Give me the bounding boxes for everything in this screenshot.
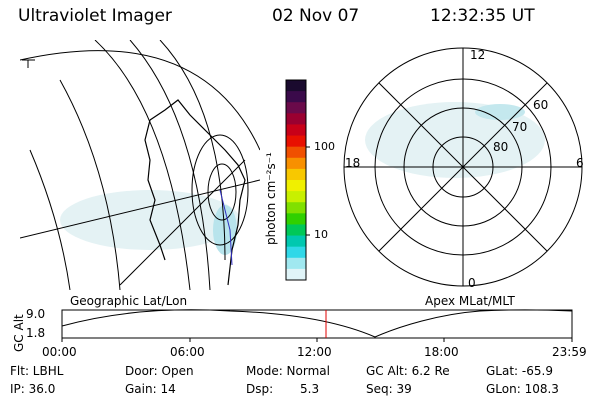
lat-line — [129, 40, 211, 290]
lat-line — [159, 40, 226, 261]
lat-line — [59, 79, 121, 290]
colorbar-segment — [286, 102, 306, 114]
lon-line — [20, 179, 260, 239]
colorbar-segment — [286, 246, 306, 259]
colorbar-segment — [286, 224, 306, 237]
polar-axis — [378, 82, 548, 252]
geo-panel-label: Geographic Lat/Lon — [70, 294, 188, 308]
corner-mark — [22, 59, 35, 68]
lat-circle — [191, 134, 249, 246]
colorbar-segment — [286, 113, 306, 125]
gc-alt-tick-min: 1.8 — [26, 326, 46, 340]
colorbar — [286, 80, 306, 281]
seq-info: Seq: 39 — [366, 382, 412, 396]
colorbar-segment — [286, 135, 306, 148]
filter-info: Flt: LBHL — [10, 364, 64, 378]
glon-info: GLon: 108.3 — [486, 382, 559, 396]
mlt-label-6: 6 — [576, 156, 584, 170]
colorbar-segment — [286, 257, 306, 270]
door-info: Door: Open — [125, 364, 194, 378]
colorbar-segment — [286, 180, 306, 192]
mlat-label-60: 60 — [533, 98, 549, 112]
dsp-value: 5.3 — [300, 382, 320, 396]
colorbar-tick-10: 10 — [314, 228, 328, 241]
colorbar-segment — [286, 213, 306, 225]
colorbar-segment — [286, 268, 306, 281]
instrument-title: Ultraviolet Imager — [18, 6, 172, 26]
colorbar-segment — [286, 80, 306, 92]
mlat-label-70: 70 — [512, 120, 528, 134]
lat-line — [20, 50, 260, 151]
colorbar-segment — [286, 146, 306, 159]
time-tick-0600: 06:00 — [170, 345, 205, 359]
colorbar-segment — [286, 124, 306, 137]
colorbar-segment — [286, 202, 306, 214]
lat-circle — [207, 163, 237, 221]
gain-info: Gain: 14 — [125, 382, 176, 396]
time-label: 12:32:35 UT — [430, 6, 535, 26]
glat-info: GLat: -65.9 — [486, 364, 553, 378]
ground-track — [219, 189, 233, 266]
ip-info: IP: 36.0 — [10, 382, 56, 396]
mode-info: Mode: Normal — [246, 364, 330, 378]
coastline — [144, 99, 246, 286]
time-tick-2359: 23:59 — [552, 345, 587, 359]
lon-line — [119, 159, 246, 286]
colorbar-unit-label: photon cm⁻²s⁻¹ — [264, 152, 278, 245]
mlat-label-80: 80 — [493, 140, 509, 154]
dsp-label: Dsp: — [246, 382, 274, 396]
lat-line — [94, 40, 191, 290]
polar-emission-bright — [475, 104, 525, 120]
mlt-label-0: 0 — [468, 276, 476, 290]
time-tick-1800: 18:00 — [424, 345, 459, 359]
gc-alt-tick-max: 9.0 — [26, 307, 46, 321]
mlt-label-18: 18 — [345, 156, 361, 170]
gc-alt-info: GC Alt: 6.2 Re — [366, 364, 450, 378]
time-tick-0000: 00:00 — [42, 345, 77, 359]
gc-alt-axis-label: GC Alt — [12, 314, 26, 352]
colorbar-segment — [286, 91, 306, 103]
timeline-plot — [61, 309, 573, 342]
lat-line — [29, 149, 71, 290]
polar-panel-label: Apex MLat/MLT — [425, 294, 515, 308]
colorbar-segment — [286, 235, 306, 248]
mlt-label-12: 12 — [470, 48, 486, 62]
colorbar-segment — [286, 157, 306, 170]
polar-plot — [343, 47, 583, 287]
time-tick-1200: 12:00 — [297, 345, 332, 359]
colorbar-segment — [286, 168, 306, 181]
colorbar-tick-100: 100 — [314, 140, 335, 153]
colorbar-segment — [286, 191, 306, 203]
altitude-curve — [61, 309, 573, 338]
date-label: 02 Nov 07 — [272, 6, 360, 26]
